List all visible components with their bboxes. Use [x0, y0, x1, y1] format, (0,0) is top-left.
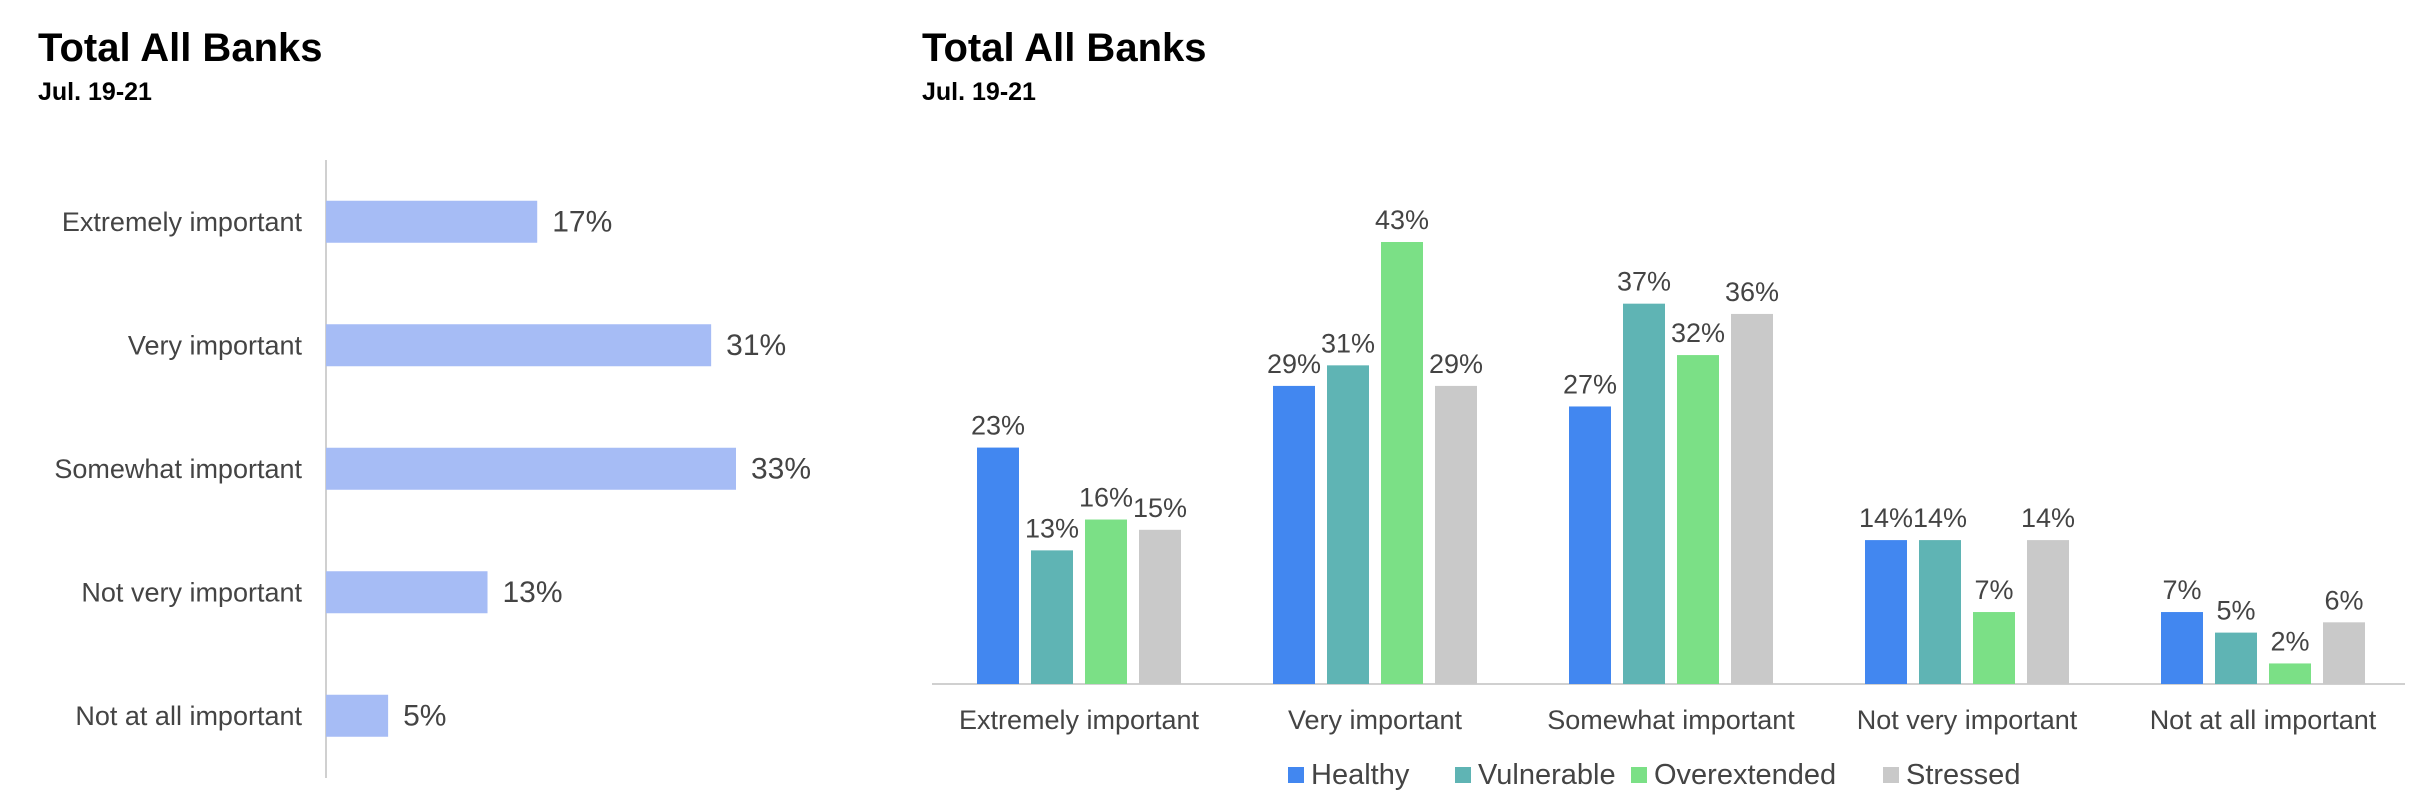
data-label-stressed-somewhat-important: 36% [1725, 277, 1779, 307]
left-chart-panel: Total All Banks Jul. 19-21 Extremely imp… [0, 0, 900, 812]
category-label-extremely-important: Extremely important [959, 705, 1200, 735]
data-label-overextended-very-important: 43% [1375, 205, 1429, 235]
category-label-not-very-important: Not very important [81, 577, 302, 607]
data-label-stressed-very-important: 29% [1429, 349, 1483, 379]
data-label-overextended-somewhat-important: 32% [1671, 318, 1725, 348]
right-chart-title: Total All Banks [922, 26, 1207, 70]
bar-vulnerable-very-important [1327, 365, 1369, 684]
grouped-bar-chart: 23%13%16% 15%Extremely important29%31%43%… [932, 205, 2405, 791]
bar-overextended-very-important [1381, 242, 1423, 684]
left-chart-title: Total All Banks [38, 26, 323, 70]
bar-stressed-not-very-important [2027, 540, 2069, 684]
bar-vulnerable-not-at-all-important [2215, 632, 2257, 684]
value-label-extremely-important: 17% [552, 205, 612, 238]
data-label-stressed-not-very-important: 14% [2021, 503, 2075, 533]
bar-healthy-not-very-important [1865, 540, 1907, 684]
data-label-healthy-extremely-important: 23% [971, 411, 1025, 441]
category-label-not-at-all-important: Not at all important [75, 701, 302, 731]
data-label-healthy-not-very-important: 14% [1859, 503, 1913, 533]
bar-overextended-not-at-all-important [2269, 663, 2311, 684]
right-chart-panel: Total All Banks Jul. 19-21 23% 13% 16% 15% E… [900, 0, 2432, 812]
bar-overextended-extremely-important [1085, 519, 1127, 684]
data-label-stressed-not-at-all-important: 6% [2324, 585, 2363, 615]
category-label-extremely-important: Extremely important [62, 207, 303, 237]
category-label-not-at-all-important: Not at all important [2150, 705, 2377, 735]
horizontal-bar-chart: Extremely important 17% Very important 31% S… [54, 160, 811, 778]
bar-not-at-all-important [326, 694, 389, 737]
category-label-somewhat-important: Somewhat important [1547, 705, 1795, 735]
data-label-healthy-not-at-all-important: 7% [2162, 575, 2201, 605]
bar-overextended-not-very-important [1973, 612, 2015, 684]
category-label-somewhat-important: Somewhat important [54, 454, 302, 484]
data-label-vulnerable-somewhat-important: 37% [1617, 267, 1671, 297]
value-label-not-very-important: 13% [503, 576, 563, 609]
category-label-very-important: Very important [128, 330, 303, 360]
bar-somewhat-important [326, 447, 736, 490]
bar-stressed-very-important [1435, 385, 1477, 684]
legend-swatch-vulnerable [1455, 767, 1471, 783]
legend-label-vulnerable: Vulnerable [1478, 759, 1616, 791]
data-label-overextended-extremely-important: 16% [1079, 483, 1133, 513]
data-label-healthy-somewhat-important: 27% [1563, 369, 1617, 399]
bar-very-important [326, 324, 712, 367]
data-label-overextended-not-very-important: 7% [1974, 575, 2013, 605]
data-label-overextended-not-at-all-important: 2% [2270, 626, 2309, 656]
legend-swatch-overextended [1631, 767, 1647, 783]
data-label-vulnerable-extremely-important: 13% [1025, 513, 1079, 543]
left-chart-subtitle: Jul. 19-21 [38, 78, 152, 106]
legend-label-stressed: Stressed [1906, 759, 2020, 791]
category-label-very-important: Very important [1288, 705, 1463, 735]
value-label-somewhat-important: 33% [751, 452, 811, 485]
right-chart-subtitle: Jul. 19-21 [922, 78, 1036, 106]
legend-label-overextended: Overextended [1654, 759, 1836, 791]
bar-healthy-extremely-important [977, 447, 1019, 684]
legend-swatch-stressed [1883, 767, 1899, 783]
bar-stressed-not-at-all-important [2323, 622, 2365, 684]
bar-vulnerable-somewhat-important [1623, 303, 1665, 684]
bar-stressed-extremely-important [1139, 529, 1181, 684]
data-label-vulnerable-not-at-all-important: 5% [2216, 596, 2255, 626]
legend-swatch-healthy [1288, 767, 1304, 783]
bar-vulnerable-extremely-important [1031, 550, 1073, 684]
category-label-not-very-important: Not very important [1857, 705, 2078, 735]
value-label-not-at-all-important: 5% [403, 699, 446, 732]
legend-label-healthy: Healthy [1311, 759, 1410, 791]
data-label-stressed-extremely-important: 15% [1133, 493, 1187, 523]
value-label-very-important: 31% [726, 329, 786, 362]
data-label-vulnerable-not-very-important: 14% [1913, 503, 1967, 533]
bar-stressed-somewhat-important [1731, 313, 1773, 684]
bar-extremely-important [326, 200, 538, 243]
bar-healthy-somewhat-important [1569, 406, 1611, 684]
data-label-healthy-very-important: 29% [1267, 349, 1321, 379]
bar-vulnerable-not-very-important [1919, 540, 1961, 684]
data-label-vulnerable-very-important: 31% [1321, 328, 1375, 358]
bar-healthy-very-important [1273, 385, 1315, 684]
bar-not-very-important [326, 571, 488, 614]
bar-healthy-not-at-all-important [2161, 612, 2203, 684]
bar-overextended-somewhat-important [1677, 355, 1719, 684]
